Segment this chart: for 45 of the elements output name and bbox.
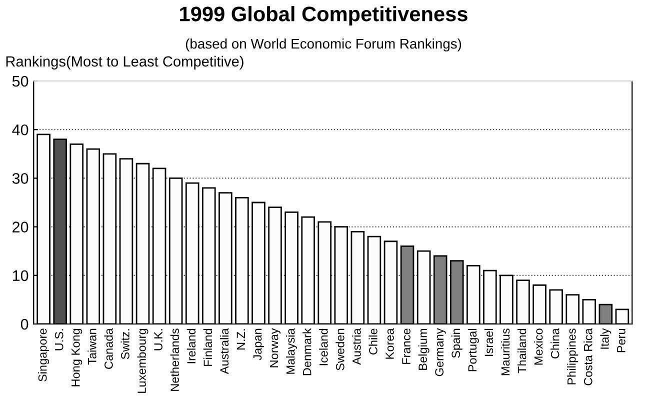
x-tick-label: U.K.: [154, 329, 162, 350]
x-tick-label: Canada: [104, 328, 113, 369]
x-tick-label: Sweden: [336, 328, 344, 370]
x-tick-label: Thailand: [518, 328, 526, 374]
x-tick-label: U.S.: [54, 329, 64, 350]
x-tick-label: Japan: [253, 328, 264, 360]
x-tick-label: Switz.: [120, 329, 130, 360]
x-tick-label: Philippines: [567, 328, 578, 384]
y-tick-label: 0: [20, 318, 28, 330]
x-tick-label: Korea: [386, 328, 394, 359]
x-tick-label: Australia: [220, 328, 229, 374]
x-tick-label: Hong Kong: [72, 328, 82, 386]
x-tick-label: N.Z.: [236, 329, 246, 350]
x-tick-label: Austria: [352, 328, 361, 365]
x-tick-label: Chile: [368, 328, 378, 354]
x-tick-label: Belgium: [418, 328, 430, 370]
x-tick-label: Iceland: [319, 328, 328, 366]
x-tick-label: Finland: [203, 328, 212, 366]
y-tick-label: 30: [12, 173, 28, 184]
x-tick-label: Portugal: [468, 328, 479, 372]
x-tick-label: Costa Rica: [584, 328, 592, 386]
x-tick-label: Mexico: [534, 328, 543, 365]
y-tick-label: 40: [12, 124, 28, 136]
x-tick-label: Peru: [617, 328, 626, 352]
x-tick-label: Israel: [484, 328, 494, 356]
y-tick-label: 10: [12, 270, 28, 282]
x-tick-label: Italy: [600, 328, 612, 349]
x-tick-label: Luxembourg: [137, 328, 148, 393]
x-tick-label: Netherlands: [170, 328, 179, 391]
x-tick-label: Norway: [270, 328, 281, 368]
x-tick-label: France: [402, 328, 410, 364]
x-tick-label: China: [550, 328, 560, 358]
y-axis-title: Rankings(Most to Least Competitive): [6, 56, 244, 70]
chart-title: 1999 Global Competitiveness: [180, 6, 468, 26]
x-tick-label: Spain: [451, 328, 462, 358]
x-tick-label: Malaysia: [286, 328, 298, 374]
x-tick-label: Singapore: [38, 328, 50, 382]
x-tick-label: Ireland: [186, 328, 196, 364]
x-tick-label: Taiwan: [88, 328, 96, 365]
chart-subtitle: (based on World Economic Forum Rankings): [186, 38, 462, 52]
y-tick-label: 50: [12, 76, 28, 87]
x-tick-label: Germany: [435, 328, 446, 376]
x-tick-label: Denmark: [302, 328, 312, 376]
x-tick-label: Mauritius: [500, 328, 510, 376]
y-tick-label: 20: [12, 222, 28, 232]
